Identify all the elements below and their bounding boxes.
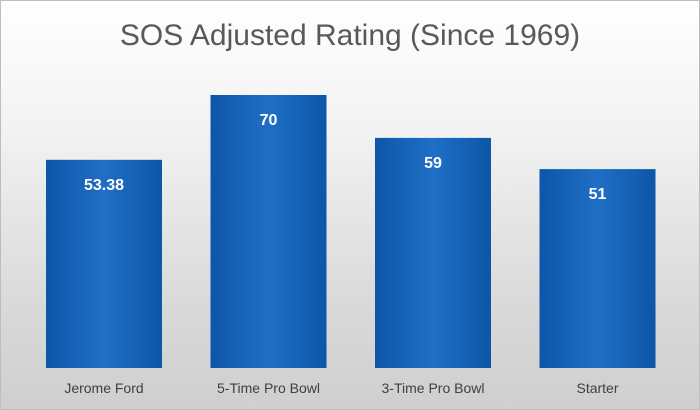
bar-value-label: 53.38 (84, 177, 124, 194)
category-label: Jerome Ford (64, 380, 143, 396)
bar-value-label: 51 (589, 186, 607, 203)
category-label: 3-Time Pro Bowl (382, 380, 485, 396)
category-label: 5-Time Pro Bowl (217, 380, 320, 396)
bar-1 (210, 95, 327, 368)
chart-title: SOS Adjusted Rating (Since 1969) (119, 19, 581, 52)
bar-0 (46, 159, 162, 368)
bar-value-label: 59 (424, 155, 442, 172)
category-label: Starter (576, 380, 618, 396)
bar-2 (375, 137, 491, 368)
bar-3 (539, 169, 656, 368)
bar-value-label: 70 (260, 112, 278, 129)
